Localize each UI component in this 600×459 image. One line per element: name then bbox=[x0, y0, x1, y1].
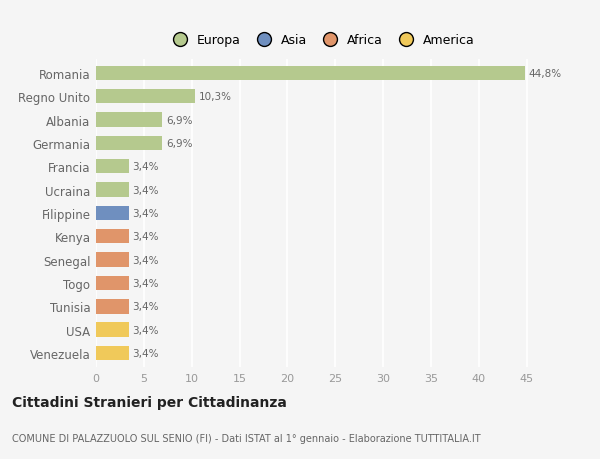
Text: 6,9%: 6,9% bbox=[166, 115, 193, 125]
Text: 3,4%: 3,4% bbox=[133, 255, 159, 265]
Text: 10,3%: 10,3% bbox=[199, 92, 232, 102]
Text: 3,4%: 3,4% bbox=[133, 208, 159, 218]
Bar bbox=[96, 206, 128, 221]
Bar bbox=[96, 276, 128, 291]
Text: 6,9%: 6,9% bbox=[166, 139, 193, 149]
Bar bbox=[96, 346, 128, 360]
Text: 3,4%: 3,4% bbox=[133, 302, 159, 312]
Bar bbox=[96, 299, 128, 314]
Bar bbox=[96, 90, 194, 104]
Text: 3,4%: 3,4% bbox=[133, 185, 159, 195]
Text: COMUNE DI PALAZZUOLO SUL SENIO (FI) - Dati ISTAT al 1° gennaio - Elaborazione TU: COMUNE DI PALAZZUOLO SUL SENIO (FI) - Da… bbox=[12, 433, 481, 442]
Text: 3,4%: 3,4% bbox=[133, 278, 159, 288]
Bar bbox=[96, 183, 128, 197]
Text: Cittadini Stranieri per Cittadinanza: Cittadini Stranieri per Cittadinanza bbox=[12, 395, 287, 409]
Text: 3,4%: 3,4% bbox=[133, 232, 159, 242]
Bar bbox=[96, 323, 128, 337]
Text: 3,4%: 3,4% bbox=[133, 348, 159, 358]
Text: 44,8%: 44,8% bbox=[529, 69, 562, 78]
Bar bbox=[96, 230, 128, 244]
Bar bbox=[96, 160, 128, 174]
Legend: Europa, Asia, Africa, America: Europa, Asia, Africa, America bbox=[162, 29, 480, 52]
Bar bbox=[96, 253, 128, 267]
Bar bbox=[96, 113, 162, 128]
Bar bbox=[96, 136, 162, 151]
Text: 3,4%: 3,4% bbox=[133, 162, 159, 172]
Text: 3,4%: 3,4% bbox=[133, 325, 159, 335]
Bar bbox=[96, 67, 525, 81]
